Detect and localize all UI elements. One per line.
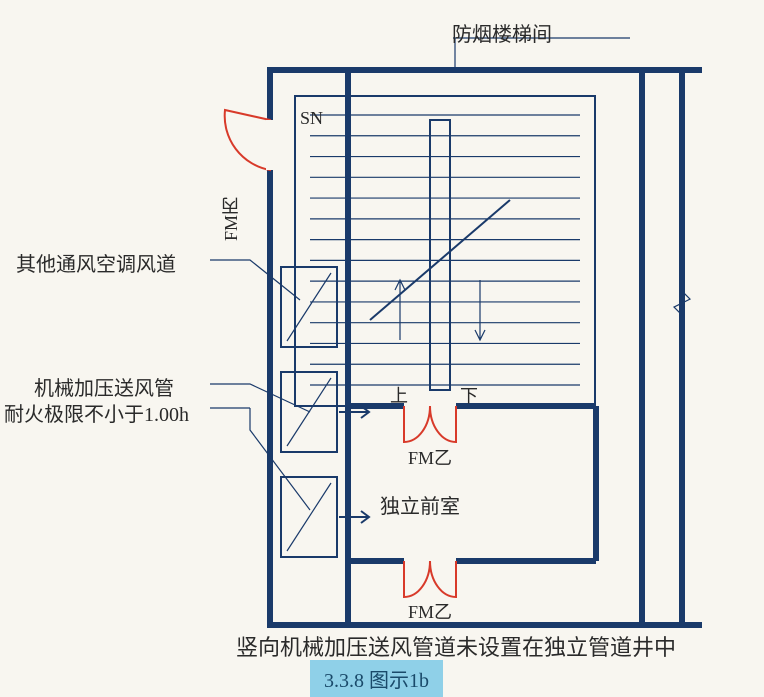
label-left2b: 耐火极限不小于1.00h bbox=[4, 398, 189, 427]
label-top: 防烟楼梯间 bbox=[452, 18, 552, 47]
label-room: 独立前室 bbox=[380, 490, 460, 519]
label-fm-c: FM丙 bbox=[218, 197, 244, 241]
label-fm-yi-1: FM乙 bbox=[408, 444, 452, 470]
figure-caption: 竖向机械加压送风管道未设置在独立管道井中 bbox=[236, 630, 676, 662]
label-sn: SN bbox=[300, 108, 323, 129]
label-up: 上 bbox=[390, 382, 408, 408]
label-left1: 其他通风空调风道 bbox=[16, 248, 176, 277]
label-down: 下 bbox=[460, 382, 478, 408]
floorplan-svg bbox=[0, 0, 764, 691]
figure-badge: 3.3.8 图示1b bbox=[310, 660, 443, 697]
label-left2a: 机械加压送风管 bbox=[34, 372, 174, 401]
label-fm-yi-2: FM乙 bbox=[408, 598, 452, 624]
